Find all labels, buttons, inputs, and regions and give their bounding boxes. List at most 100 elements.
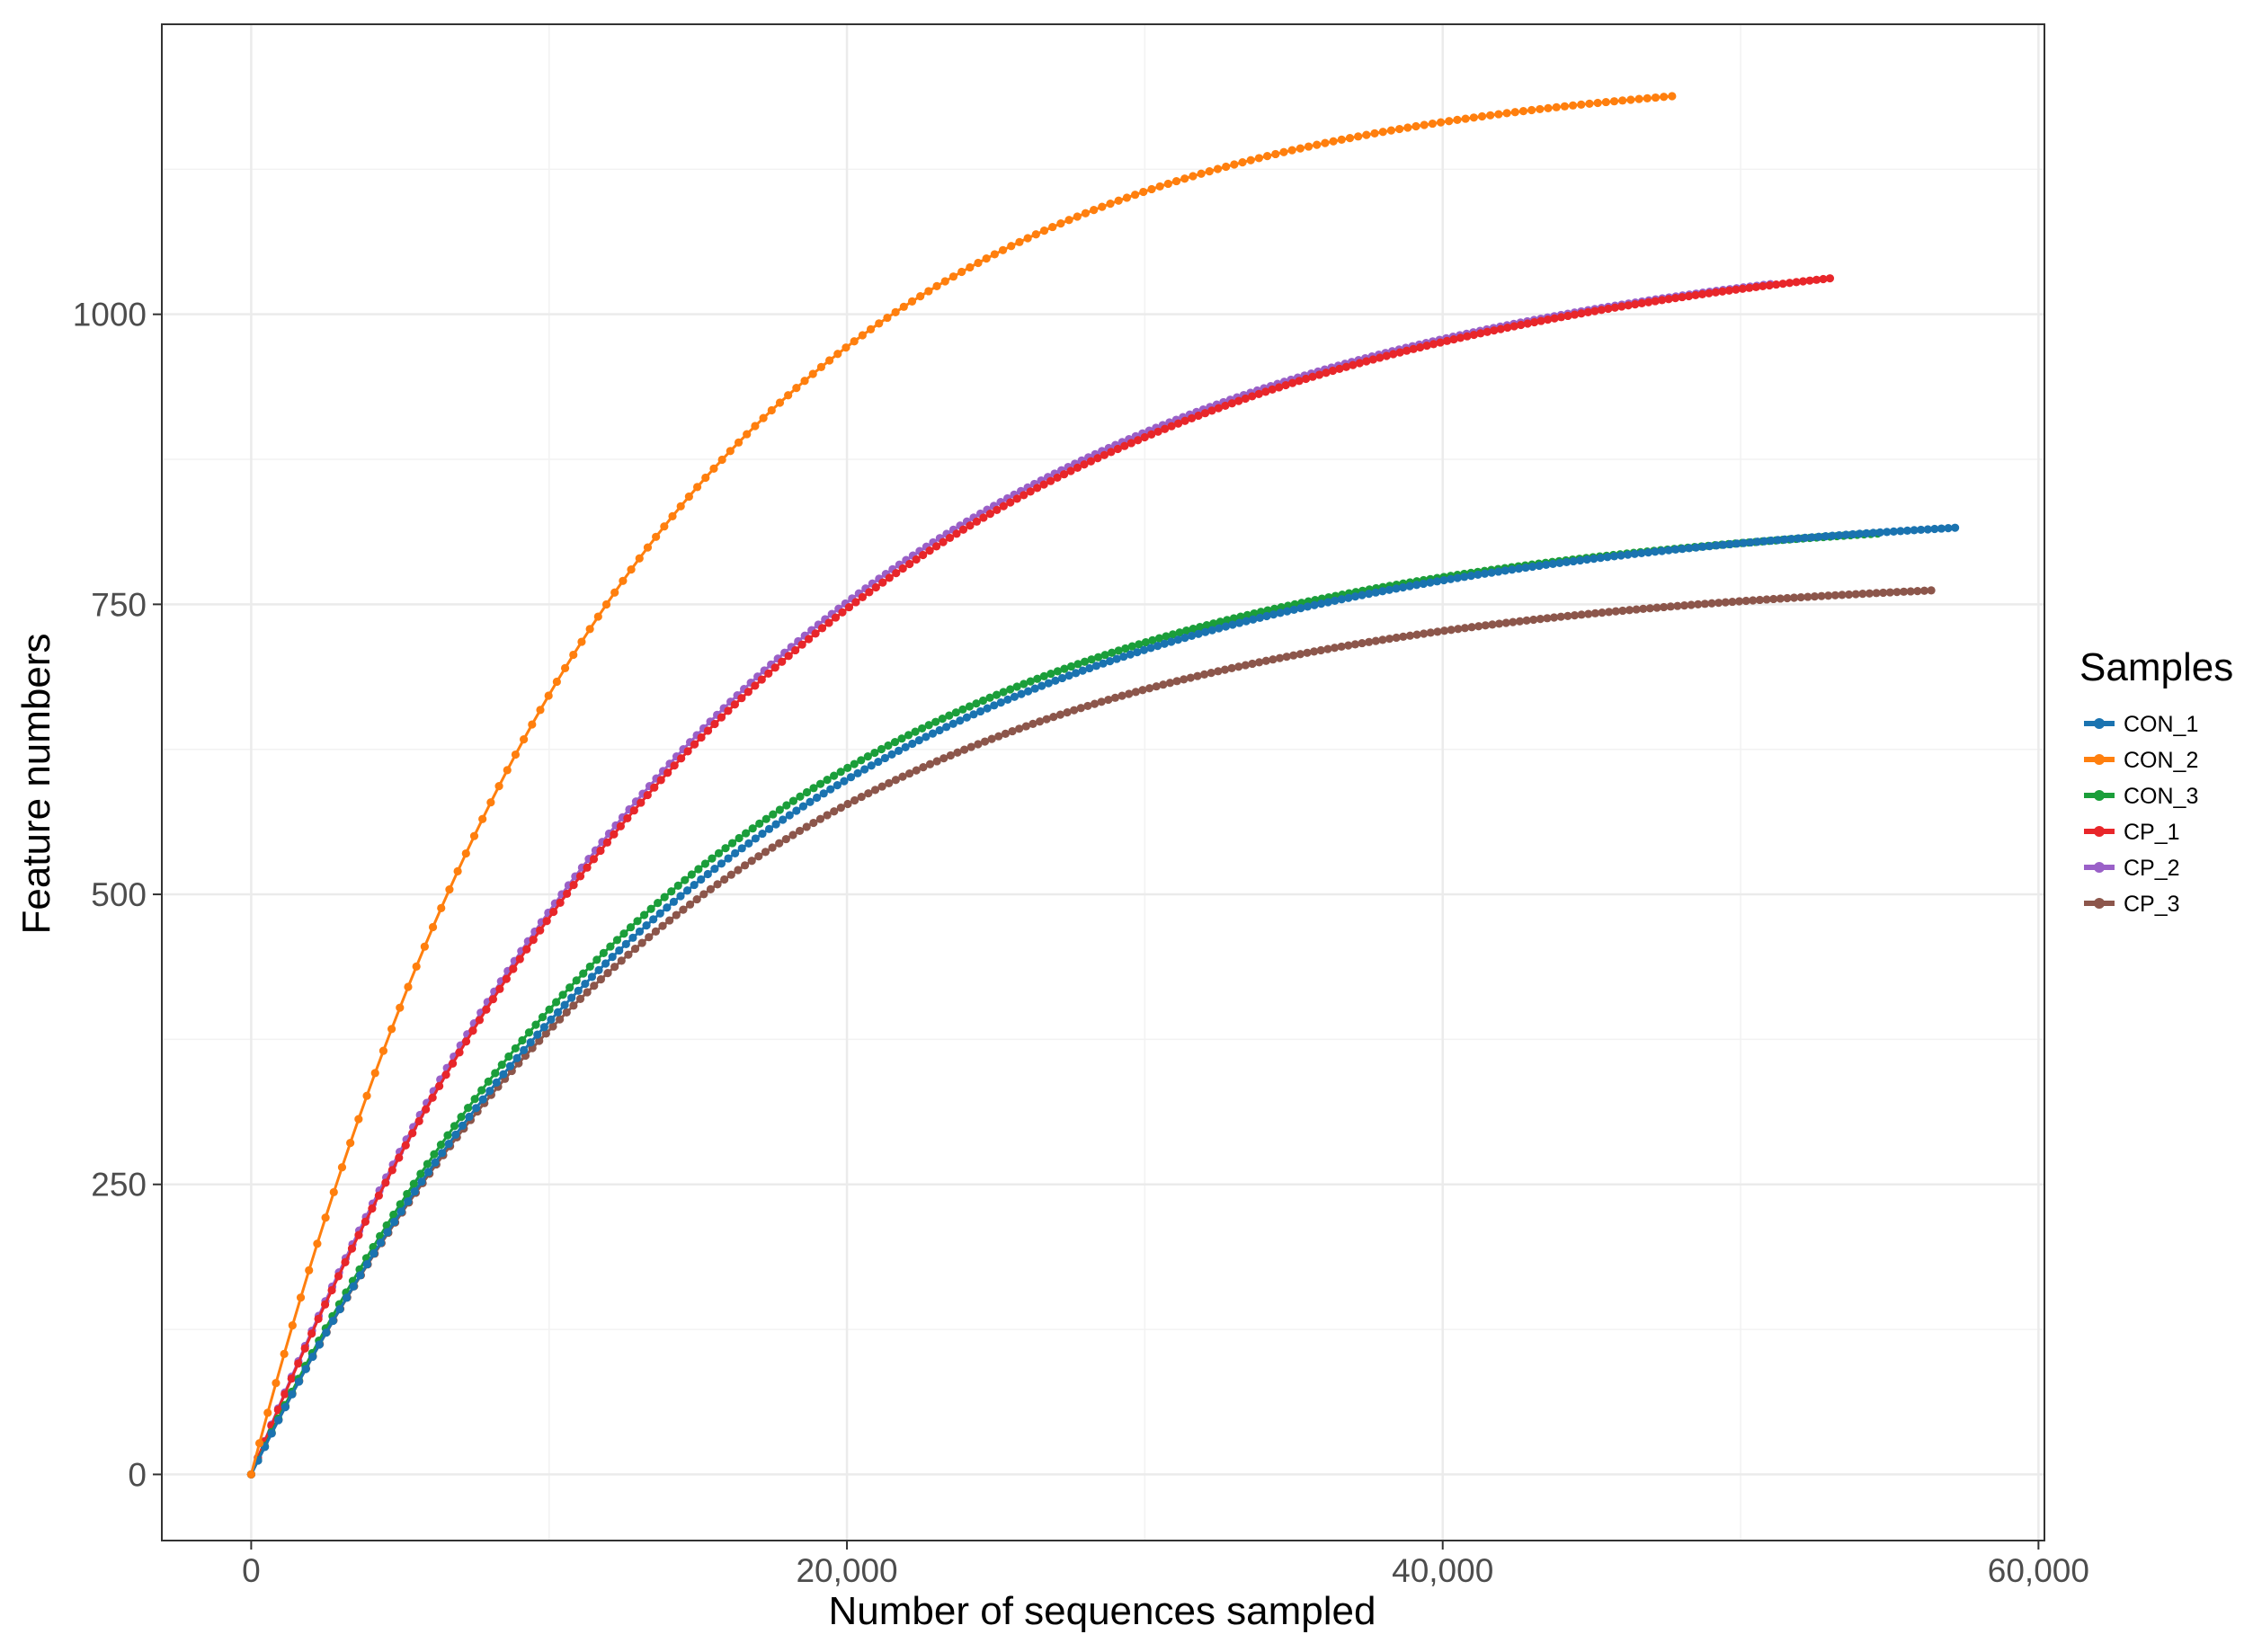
data-point [842,343,850,352]
data-point [594,965,603,974]
data-point [826,785,835,794]
data-point [1148,635,1157,644]
data-point [1094,653,1103,662]
data-point [1202,621,1211,630]
data-point [979,513,988,522]
data-point [1139,187,1148,197]
data-point [779,815,788,824]
data-point [1805,276,1814,285]
data-point [1223,616,1232,625]
data-point [717,713,726,722]
data-point [887,750,896,759]
data-point [553,1008,563,1017]
data-point [1006,685,1015,694]
data-point [630,944,640,954]
data-point [1544,315,1553,324]
legend-key-point [2094,754,2105,765]
data-point [956,716,965,725]
data-point [296,1293,306,1302]
data-point [850,337,859,346]
data-point [1749,596,1758,605]
data-point [533,1030,542,1039]
data-point [1001,729,1011,738]
data-point [843,799,852,809]
data-point [1131,688,1140,697]
data-point [700,859,710,868]
data-point [589,855,599,864]
data-point [1527,105,1536,115]
data-point [649,915,658,924]
data-point [1304,142,1314,151]
data-point [1051,676,1060,685]
data-point [528,720,537,729]
data-point [1705,542,1714,551]
data-point [627,565,636,574]
data-point [1409,344,1418,353]
data-point [843,763,852,772]
data-point [596,975,605,984]
data-point [305,1266,314,1275]
data-point [1755,595,1765,605]
data-point [1268,385,1277,394]
data-point [1200,670,1209,679]
data-point [1213,164,1223,173]
data-point [911,727,920,736]
data-point [563,889,572,899]
data-point [863,752,872,761]
data-point [294,1377,304,1386]
data-point [1570,310,1580,319]
data-point [771,820,780,829]
data-point [687,870,696,879]
data-point [1385,585,1394,594]
data-point [1838,591,1847,600]
data-point [1769,594,1778,604]
data-point [1568,101,1578,110]
data-point [795,826,805,836]
data-point [272,1379,281,1388]
data-point [1474,570,1483,580]
data-point [612,936,622,945]
data-point [797,640,806,649]
data-point [354,1230,363,1239]
data-point [538,1013,548,1022]
data-point [724,854,733,863]
data-point [1344,593,1353,602]
data-point [1378,128,1387,137]
data-point [660,893,669,901]
data-point [1282,653,1291,662]
data-point [417,1177,426,1186]
data-point [1469,330,1478,340]
data-point [628,933,637,942]
data-point [720,875,729,884]
data-point [1112,654,1121,663]
data-point [1081,209,1091,218]
data-point [1433,627,1442,636]
data-point [734,438,744,447]
data-point [1486,111,1495,120]
data-point [1254,389,1263,398]
data-point [1660,93,1669,102]
data-point [1296,604,1305,613]
data-point [918,724,927,733]
data-point [1609,552,1619,561]
data-point [815,814,825,823]
data-point [593,612,602,621]
data-point [502,974,511,983]
data-point [1378,587,1387,596]
data-point [341,1257,350,1267]
data-point [1544,103,1553,112]
data-point [539,1023,548,1032]
data-point [1673,601,1682,610]
data-point [443,1131,452,1140]
data-point [301,1364,310,1373]
data-point [1658,546,1667,555]
data-point [1127,642,1136,651]
data-point [1254,154,1264,163]
data-point [748,824,757,833]
data-point [596,846,605,856]
data-point [342,1293,352,1302]
data-point [1603,553,1612,562]
data-point [1042,715,1051,724]
data-point [667,887,676,896]
data-point [1476,329,1485,338]
